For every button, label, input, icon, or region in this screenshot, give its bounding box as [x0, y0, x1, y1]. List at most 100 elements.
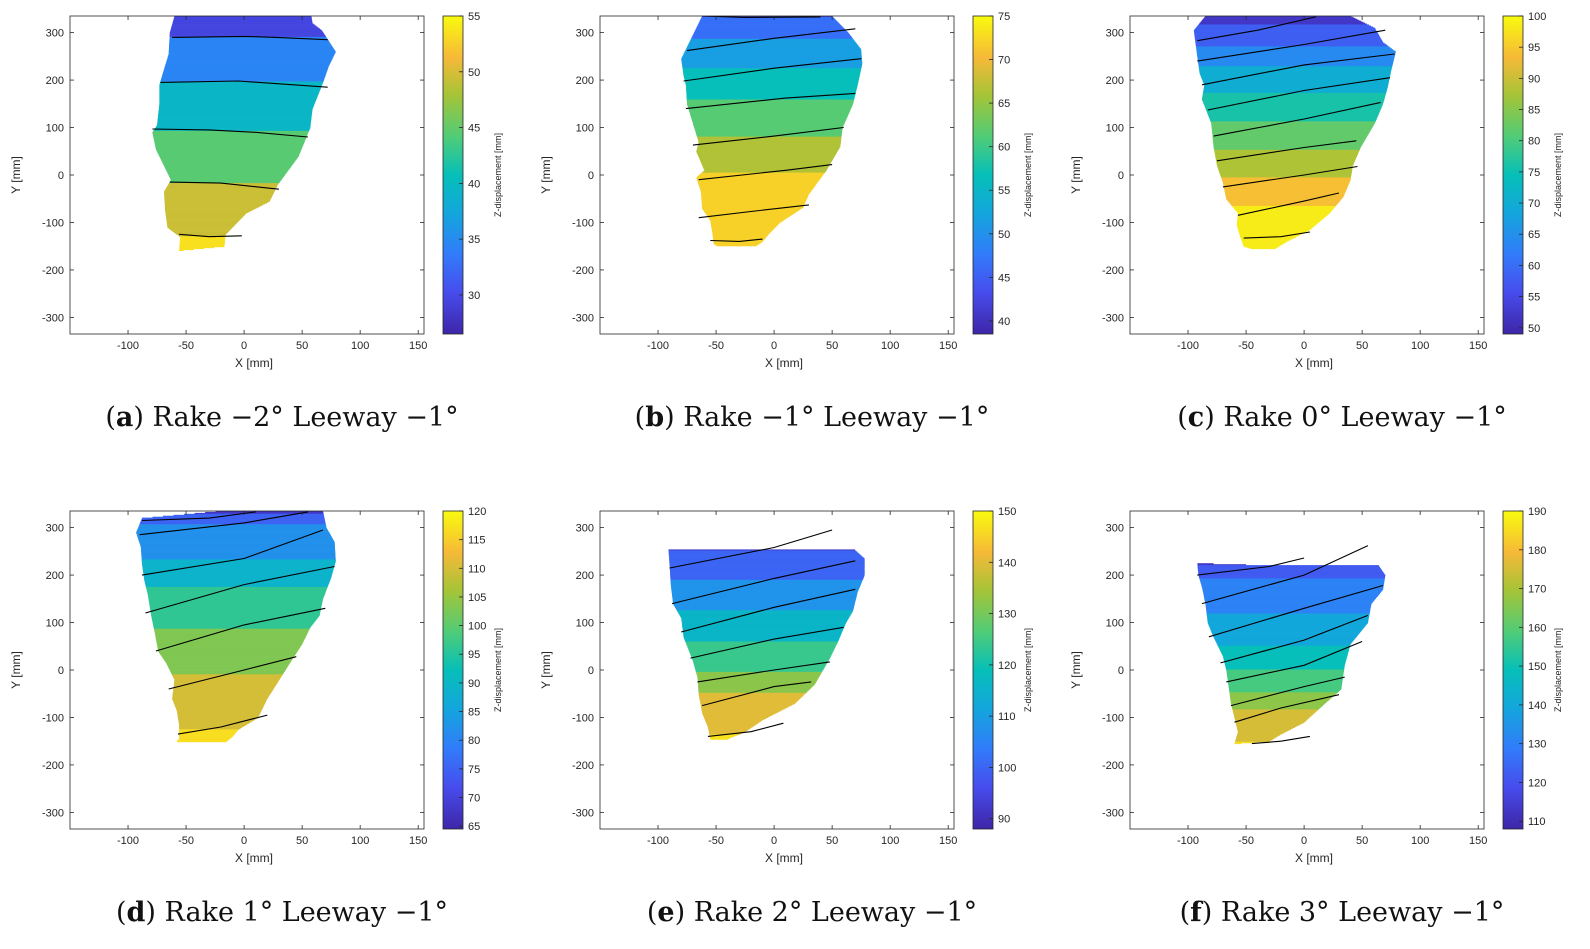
- contour-strip: [669, 556, 863, 558]
- contour-strip: [179, 249, 184, 251]
- contour-strip: [698, 689, 810, 691]
- contour-strip: [696, 134, 842, 137]
- contour-strip: [141, 555, 336, 558]
- contour-strip: [1236, 723, 1301, 726]
- contour-strip: [670, 573, 865, 575]
- contour-strip: [154, 143, 304, 145]
- contour-strip: [143, 572, 333, 575]
- contour-strip: [145, 583, 329, 585]
- contour-strip: [1224, 661, 1346, 664]
- contour-strip: [683, 75, 860, 78]
- contour-strip: [699, 20, 838, 23]
- contour-strip: [681, 60, 863, 63]
- x-tick-label: -50: [178, 340, 194, 352]
- contour-strip: [1198, 574, 1386, 577]
- contour-strip: [1242, 241, 1287, 243]
- colorbar: [972, 15, 994, 335]
- contour-strip: [1194, 31, 1377, 33]
- contour-line: [1226, 640, 1363, 683]
- contour-strip: [174, 703, 265, 706]
- contour-strip: [1236, 726, 1295, 728]
- contour-strip: [170, 177, 283, 179]
- contour-strip: [168, 54, 334, 57]
- contour-strip: [169, 47, 334, 49]
- contour-strip: [139, 542, 335, 544]
- contour-strip: [141, 550, 336, 553]
- contour-strip: [1229, 690, 1340, 692]
- contour-strip: [713, 239, 764, 241]
- colorbar-tick-label: 65: [468, 821, 480, 833]
- contour-strip: [703, 167, 828, 170]
- contour-strip: [174, 681, 278, 684]
- contour-strip: [1205, 16, 1352, 18]
- contour-strip: [697, 181, 818, 183]
- contour-strip: [1196, 46, 1390, 48]
- contour-strip: [1200, 73, 1391, 76]
- contour-strip: [1205, 605, 1372, 607]
- contour-strip: [168, 54, 335, 56]
- contour-strip: [669, 566, 865, 568]
- contour-strip: [1202, 92, 1386, 95]
- contour-strip: [1196, 50, 1395, 52]
- contour-strip: [707, 724, 756, 726]
- contour-strip: [1228, 685, 1342, 688]
- contour-strip: [694, 665, 826, 667]
- contour-strip: [701, 192, 810, 195]
- contour-strip: [156, 639, 305, 641]
- contour-strip: [696, 133, 842, 136]
- colorbar-tick-label: 85: [1528, 105, 1540, 117]
- contour-strip: [1205, 605, 1371, 608]
- contour-strip: [1194, 36, 1381, 39]
- y-tick-label: 0: [58, 665, 64, 677]
- contour-strip: [1204, 600, 1374, 602]
- contour-strip: [164, 203, 265, 205]
- contour-strip: [169, 39, 329, 42]
- contour-strip: [1199, 73, 1391, 75]
- contour-strip: [671, 589, 859, 591]
- contour-strip: [145, 584, 329, 586]
- contour-strip: [179, 737, 231, 740]
- contour-strip: [1225, 195, 1344, 197]
- contour-strip: [145, 585, 329, 587]
- contour-strip: [168, 665, 288, 668]
- contour-strip: [1236, 210, 1332, 213]
- contour-strip: [1221, 653, 1348, 655]
- contour-strip: [151, 617, 318, 619]
- contour-strip: [1211, 125, 1374, 127]
- contour-strip: [697, 147, 840, 150]
- contour-strip: [169, 44, 332, 46]
- contour-strip: [1233, 711, 1316, 713]
- contour-strip: [160, 158, 297, 160]
- contour-strip: [170, 31, 323, 33]
- y-tick-label: -300: [572, 312, 594, 324]
- contour-strip: [1201, 76, 1390, 79]
- x-axis-label: X [mm]: [1295, 851, 1333, 865]
- y-tick-label: -100: [42, 217, 64, 229]
- contour-strip: [1196, 53, 1396, 55]
- contour-strip: [1206, 109, 1381, 111]
- colorbar: [972, 510, 994, 830]
- contour-strip: [152, 131, 309, 134]
- contour-strip: [698, 184, 816, 186]
- contour-strip: [136, 531, 330, 534]
- contour-strip: [1206, 613, 1370, 615]
- contour-strip: [166, 218, 241, 220]
- contour-strip: [695, 670, 823, 672]
- contour-strip: [172, 695, 270, 697]
- contour-strip: [698, 139, 842, 141]
- contour-strip: [169, 42, 331, 45]
- contour-strip: [1223, 182, 1350, 184]
- contour-strip: [669, 559, 865, 562]
- contour-strip: [163, 163, 294, 165]
- contour-strip: [699, 697, 801, 699]
- contour-strip: [166, 219, 240, 221]
- contour-strip: [1213, 635, 1358, 637]
- contour-strip: [179, 247, 205, 250]
- contour-strip: [1231, 702, 1325, 705]
- contour-strip: [149, 603, 322, 605]
- contour-strip: [690, 112, 849, 115]
- contour-strip: [169, 40, 329, 43]
- contour-strip: [173, 514, 324, 517]
- contour-strip: [179, 733, 235, 735]
- contour-strip: [1243, 243, 1282, 246]
